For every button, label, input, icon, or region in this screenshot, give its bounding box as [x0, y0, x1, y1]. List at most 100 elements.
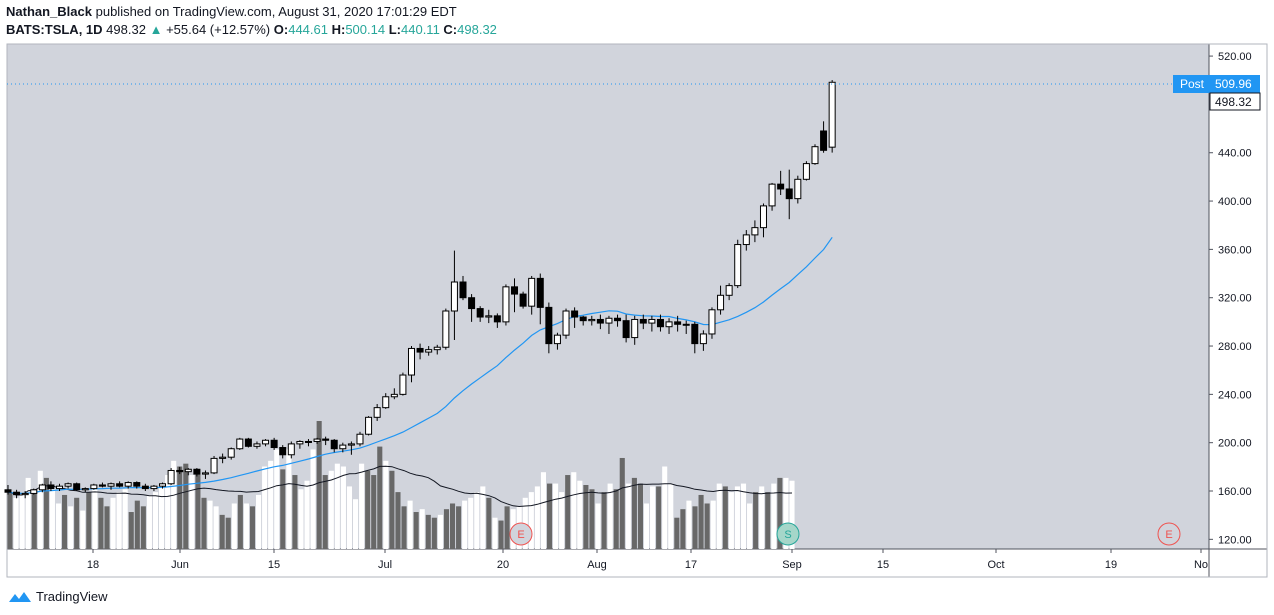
close-value: 498.32 [457, 22, 497, 37]
volume-bar [443, 509, 450, 549]
candle-body [751, 227, 759, 236]
candle-body [425, 349, 433, 353]
price-change: +55.64 (+12.57%) [166, 22, 271, 37]
time-tick-label: Jun [171, 559, 189, 571]
candle-body [665, 321, 673, 328]
candle-body [468, 297, 476, 310]
split-event-icon[interactable] [776, 522, 800, 546]
volume-bar [589, 489, 595, 549]
candle-body [227, 448, 235, 458]
volume-bar [456, 506, 462, 549]
symbol-name[interactable]: BATS:TSLA, 1D [6, 22, 103, 37]
volume-bar [492, 517, 498, 549]
time-tick-label: No [1194, 559, 1208, 571]
candle-body [605, 317, 613, 324]
volume-bar [413, 512, 419, 549]
candle-body [244, 438, 252, 447]
volume-bar [668, 483, 674, 549]
time-tick-label: Oct [987, 559, 1004, 571]
volume-bar [249, 506, 256, 549]
volume-bar [504, 506, 510, 549]
candle-body [304, 440, 312, 443]
volume-bar [346, 486, 353, 549]
candle-body [717, 294, 725, 311]
price-tick-label: 160.00 [1218, 486, 1252, 498]
candle-body [347, 443, 355, 446]
volume-bar [134, 500, 140, 549]
earnings-event-icon[interactable] [1157, 522, 1181, 546]
candle-body [794, 178, 802, 200]
time-tick-label: 15 [877, 559, 889, 571]
candle-body [270, 439, 278, 449]
tradingview-footer[interactable]: TradingView [8, 589, 108, 604]
time-axis[interactable]: 18 Jun 15 Jul 20 Aug 17 Sep 15 Oct 19 No [87, 549, 1208, 571]
candle-body [287, 443, 295, 456]
price-tick-label: 240.00 [1218, 389, 1252, 401]
candle-body [116, 483, 124, 487]
volume-bar [637, 483, 643, 549]
candle-body [107, 483, 115, 487]
candle-body [133, 482, 141, 487]
volume-bar [359, 463, 365, 549]
candle-body [219, 456, 227, 459]
volume-bar [225, 517, 231, 549]
candle-body [365, 416, 373, 435]
published-text: published on TradingView.com, August 31,… [95, 4, 457, 19]
candle-body [511, 286, 519, 295]
volume-bar [474, 492, 480, 549]
candle-body [390, 393, 398, 398]
volume-bar [189, 475, 195, 549]
volume-bar [183, 463, 189, 549]
candle-body [81, 488, 89, 491]
volume-bar [98, 497, 104, 549]
author-name[interactable]: Nathan_Black [6, 4, 92, 19]
volume-bar [449, 503, 456, 549]
time-tick-label: 18 [87, 559, 99, 571]
candle-body [13, 491, 21, 496]
candle-body [674, 321, 682, 325]
volume-bar [334, 463, 340, 549]
candle-body [777, 183, 785, 190]
candle-body [47, 484, 55, 490]
volume-bar [152, 492, 159, 549]
volume-bar [352, 499, 359, 549]
candle-body [184, 468, 192, 473]
volume-bar [80, 510, 86, 549]
candle-body [631, 318, 639, 339]
close-label: C: [443, 22, 458, 37]
volume-bar [577, 480, 583, 549]
candle-body [159, 483, 167, 487]
volume-bar [68, 506, 74, 549]
candle-body [734, 244, 742, 287]
volume-bar [407, 500, 413, 549]
candle-body [519, 293, 527, 307]
candle-body [459, 281, 467, 299]
volume-bar [692, 506, 698, 549]
candle-body [167, 469, 175, 485]
volume-bar [195, 469, 201, 549]
volume-bar [419, 509, 425, 549]
candle-body [820, 130, 828, 151]
high-value: 500.14 [345, 22, 386, 37]
price-tick-label: 280.00 [1218, 341, 1252, 353]
volume-bar [110, 497, 116, 549]
post-value: 509.96 [1215, 77, 1252, 91]
candle-body [571, 310, 579, 318]
symbol-line: BATS:TSLA, 1D 498.32 ▲ +55.64 (+12.57%) … [6, 22, 497, 37]
open-value: 444.61 [288, 22, 328, 37]
candle-body [596, 318, 604, 324]
volume-bar [553, 483, 559, 549]
candle-body [201, 472, 209, 475]
candle-body [210, 457, 218, 474]
volume-bar [498, 520, 504, 549]
candle-body [682, 323, 690, 326]
price-tick-label: 400.00 [1218, 196, 1252, 208]
candle-body [176, 469, 184, 473]
time-tick-label: Sep [782, 559, 802, 571]
candle-body [691, 323, 699, 345]
volume-bar [528, 492, 534, 549]
earnings-event-icon[interactable] [509, 522, 533, 546]
volume-bar [116, 492, 122, 549]
